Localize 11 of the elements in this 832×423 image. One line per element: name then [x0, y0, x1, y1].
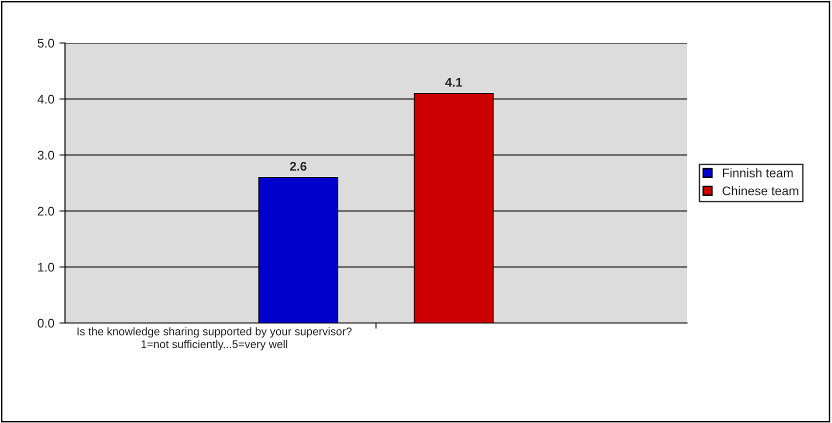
data-label: 4.1: [445, 78, 462, 87]
y-tick-label: 4.0: [37, 94, 54, 104]
y-tick-label: 3.0: [38, 150, 54, 160]
y-tick-label: 1.0: [38, 262, 54, 272]
y-tick-label: 5.0: [38, 38, 54, 48]
y-tick-label: 0.0: [38, 318, 54, 328]
data-label: 2.6: [290, 162, 306, 171]
legend-label: Finnish team: [722, 168, 793, 178]
y-tick-label: 2.0: [38, 206, 54, 216]
x-axis-title: Is the knowledge sharing supported by your supervisor? 1=not sufficiently...5=very well: [78, 327, 352, 350]
legend-label: Chinese team: [722, 186, 798, 196]
